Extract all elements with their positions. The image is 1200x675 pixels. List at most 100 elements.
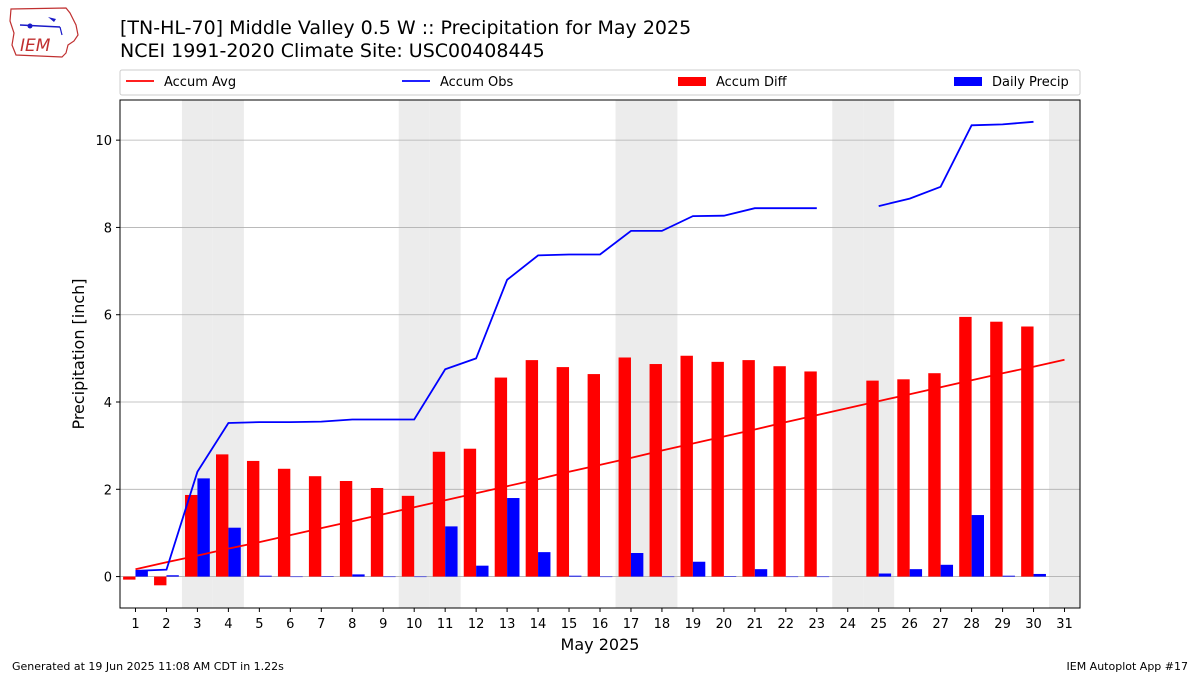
x-tick-label: 18 xyxy=(654,617,671,632)
accum-diff-bar xyxy=(959,316,972,577)
y-tick-label: 6 xyxy=(104,309,112,324)
accum-diff-bar xyxy=(990,321,1003,577)
daily-precip-bar xyxy=(600,576,613,578)
accum-diff-bar xyxy=(494,377,508,577)
accum-diff-bar xyxy=(618,357,631,577)
x-tick-label: 14 xyxy=(530,617,547,632)
daily-precip-bar xyxy=(507,498,520,577)
x-tick-label: 25 xyxy=(870,617,887,632)
daily-precip-bar xyxy=(971,515,984,577)
iem-logo: IEM xyxy=(8,5,80,59)
x-tick-label: 29 xyxy=(994,617,1011,632)
legend-daily-precip-label: Daily Precip xyxy=(992,75,1069,90)
x-tick-label: 22 xyxy=(778,617,795,632)
daily-precip-bar xyxy=(630,553,644,577)
x-tick-label: 17 xyxy=(623,617,640,632)
accum-diff-bar xyxy=(401,495,415,577)
weekend-band xyxy=(832,100,864,608)
accum-diff-bar xyxy=(246,460,260,577)
accum-diff-bar xyxy=(928,373,941,577)
chart-title-line1: [TN-HL-70] Middle Valley 0.5 W :: Precip… xyxy=(120,17,692,39)
legend-accum-diff-label: Accum Diff xyxy=(716,75,788,90)
accum-diff-bar xyxy=(866,380,879,577)
x-tick-label: 24 xyxy=(839,617,856,632)
daily-precip-bar xyxy=(445,526,458,577)
legend-box xyxy=(119,69,1081,96)
x-tick-label: 6 xyxy=(286,617,294,632)
x-tick-label: 10 xyxy=(406,617,423,632)
daily-precip-bar xyxy=(1002,575,1015,577)
daily-precip-bar xyxy=(754,569,768,577)
daily-precip-bar xyxy=(383,576,396,578)
accum-diff-bar xyxy=(308,476,322,577)
daily-precip-bar xyxy=(476,565,489,577)
y-tick-label: 8 xyxy=(104,221,112,236)
accum-diff-bar xyxy=(123,576,136,580)
daily-precip-bar xyxy=(692,561,706,577)
chart-title-line2: NCEI 1991-2020 Climate Site: USC00408445 xyxy=(120,40,545,62)
x-tick-label: 5 xyxy=(255,617,263,632)
x-tick-label: 31 xyxy=(1056,617,1073,632)
x-tick-label: 2 xyxy=(162,617,170,632)
legend-accum-avg-label: Accum Avg xyxy=(164,75,236,90)
daily-precip-bar xyxy=(321,576,334,577)
accum-diff-bar xyxy=(339,481,353,577)
accum-diff-bar xyxy=(154,576,167,586)
accum-diff-bar xyxy=(556,367,570,577)
iowa-state-outline-icon: IEM xyxy=(9,7,79,58)
accum-diff-bar xyxy=(742,360,755,577)
daily-precip-bar xyxy=(228,527,241,577)
x-tick-label: 3 xyxy=(193,617,201,632)
x-tick-label: 7 xyxy=(317,617,325,632)
accum-obs-line xyxy=(135,120,1034,572)
daily-precip-bar xyxy=(352,574,365,577)
daily-precip-bar xyxy=(259,575,272,577)
accum-diff-bar xyxy=(804,371,817,577)
accum-diff-bar xyxy=(370,487,384,577)
x-tick-label: 11 xyxy=(437,617,454,632)
accum-diff-bar xyxy=(1021,326,1034,577)
x-tick-label: 28 xyxy=(963,617,980,632)
x-tick-label: 9 xyxy=(379,617,387,632)
y-tick-label: 0 xyxy=(104,571,112,586)
daily-precip-bar xyxy=(909,569,923,577)
daily-precip-bar xyxy=(661,576,675,578)
daily-precip-bar xyxy=(197,478,210,577)
x-tick-label: 4 xyxy=(224,617,232,632)
accum-diff-bar xyxy=(897,379,910,577)
accum-diff-bar xyxy=(711,361,724,577)
daily-precip-bar xyxy=(569,575,582,577)
daily-precip-bar xyxy=(135,570,148,577)
x-tick-label: 23 xyxy=(809,617,826,632)
x-tick-label: 21 xyxy=(747,617,764,632)
y-tick-label: 4 xyxy=(104,396,112,411)
accum-avg-line xyxy=(135,358,1065,571)
x-tick-label: 26 xyxy=(901,617,918,632)
x-tick-label: 13 xyxy=(499,617,516,632)
x-tick-label: 30 xyxy=(1025,617,1042,632)
x-tick-label: 8 xyxy=(348,617,356,632)
legend-accum-diff-swatch xyxy=(678,77,706,86)
x-tick-label: 16 xyxy=(592,617,609,632)
accum-diff-bar xyxy=(587,374,600,577)
accum-diff-bar xyxy=(525,360,539,577)
x-tick-label: 20 xyxy=(716,617,733,632)
accum-diff-bar xyxy=(773,366,786,577)
legend-accum-obs-label: Accum Obs xyxy=(440,75,513,90)
accum-diff-bar xyxy=(432,451,446,577)
daily-precip-bar xyxy=(940,564,954,577)
legend-daily-precip-swatch xyxy=(954,77,982,86)
daily-precip-bar xyxy=(785,576,799,578)
footer-app-id: IEM Autoplot App #17 xyxy=(1066,660,1189,673)
footer-generated: Generated at 19 Jun 2025 11:08 AM CDT in… xyxy=(12,660,284,673)
daily-precip-bar xyxy=(1033,573,1046,577)
daily-precip-bar xyxy=(538,552,551,577)
daily-precip-bar xyxy=(166,575,179,577)
x-tick-label: 15 xyxy=(561,617,578,632)
x-tick-label: 12 xyxy=(468,617,485,632)
logo-text: IEM xyxy=(20,36,51,56)
accum-diff-bar xyxy=(216,454,229,577)
y-tick-label: 2 xyxy=(104,483,112,498)
y-axis-label: Precipitation [inch] xyxy=(69,278,88,429)
